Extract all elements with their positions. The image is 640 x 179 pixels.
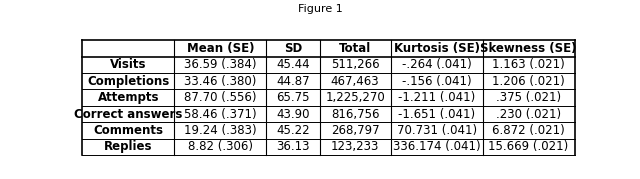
- Text: 15.669 (.021): 15.669 (.021): [488, 141, 569, 153]
- Text: 1.163 (.021): 1.163 (.021): [492, 58, 565, 71]
- Text: Correct answers: Correct answers: [74, 108, 182, 121]
- Text: SD: SD: [284, 42, 302, 55]
- Text: 336.174 (.041): 336.174 (.041): [393, 141, 481, 153]
- Text: -1.211 (.041): -1.211 (.041): [398, 91, 476, 104]
- Text: 8.82 (.306): 8.82 (.306): [188, 141, 253, 153]
- Text: 6.872 (.021): 6.872 (.021): [492, 124, 565, 137]
- Text: 816,756: 816,756: [331, 108, 380, 121]
- Text: 44.87: 44.87: [276, 75, 310, 88]
- Text: 33.46 (.380): 33.46 (.380): [184, 75, 257, 88]
- Text: 19.24 (.383): 19.24 (.383): [184, 124, 257, 137]
- Text: -.264 (.041): -.264 (.041): [402, 58, 472, 71]
- Text: Attempts: Attempts: [98, 91, 159, 104]
- Text: Visits: Visits: [110, 58, 147, 71]
- Text: Total: Total: [339, 42, 371, 55]
- Text: 123,233: 123,233: [331, 141, 380, 153]
- Text: .375 (.021): .375 (.021): [496, 91, 561, 104]
- Text: 45.44: 45.44: [276, 58, 310, 71]
- Text: 45.22: 45.22: [276, 124, 310, 137]
- Text: 70.731 (.041): 70.731 (.041): [397, 124, 477, 137]
- Text: Mean (SE): Mean (SE): [186, 42, 254, 55]
- Text: 36.13: 36.13: [276, 141, 310, 153]
- Text: Skewness (SE): Skewness (SE): [480, 42, 577, 55]
- Text: Figure 1: Figure 1: [298, 4, 342, 14]
- Text: 87.70 (.556): 87.70 (.556): [184, 91, 257, 104]
- Text: Completions: Completions: [87, 75, 170, 88]
- Text: -1.651 (.041): -1.651 (.041): [398, 108, 476, 121]
- Text: .230 (.021): .230 (.021): [496, 108, 561, 121]
- Text: Kurtosis (SE): Kurtosis (SE): [394, 42, 480, 55]
- Text: 58.46 (.371): 58.46 (.371): [184, 108, 257, 121]
- Text: 511,266: 511,266: [331, 58, 380, 71]
- Text: 65.75: 65.75: [276, 91, 310, 104]
- Text: 36.59 (.384): 36.59 (.384): [184, 58, 257, 71]
- Text: 1.206 (.021): 1.206 (.021): [492, 75, 565, 88]
- Text: 467,463: 467,463: [331, 75, 380, 88]
- Text: 43.90: 43.90: [276, 108, 310, 121]
- Text: 1,225,270: 1,225,270: [325, 91, 385, 104]
- Text: -.156 (.041): -.156 (.041): [402, 75, 472, 88]
- Text: 268,797: 268,797: [331, 124, 380, 137]
- Text: Comments: Comments: [93, 124, 163, 137]
- Text: Replies: Replies: [104, 141, 153, 153]
